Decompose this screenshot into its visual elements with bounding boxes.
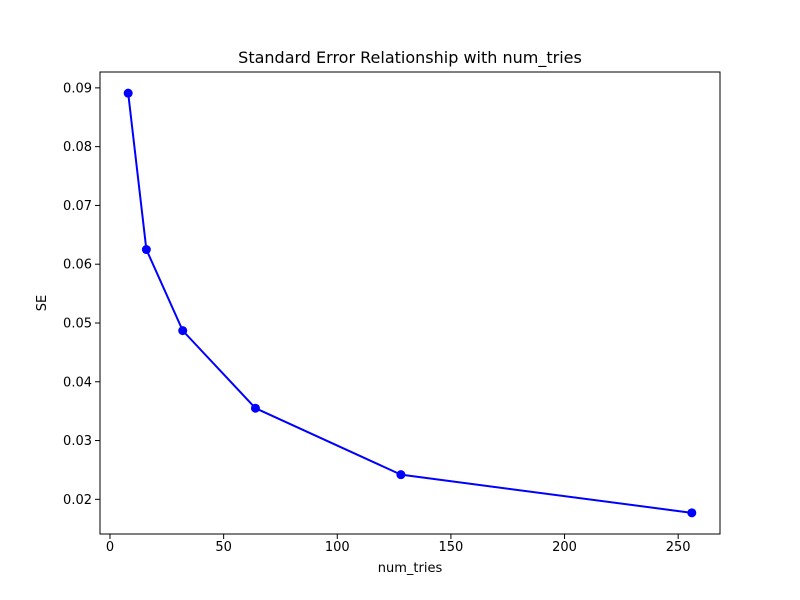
data-point [123, 88, 133, 98]
data-point [178, 326, 188, 336]
y-tick-label: 0.06 [63, 258, 92, 273]
y-axis-label: SE [35, 295, 50, 311]
data-point [687, 508, 697, 518]
x-tick-label: 0 [106, 540, 114, 555]
axes-spines [99, 71, 721, 535]
data-point [141, 245, 151, 255]
y-tick-label: 0.08 [63, 140, 92, 155]
y-tick-label: 0.02 [63, 493, 92, 508]
y-tick-label: 0.05 [63, 316, 92, 331]
y-tick-label: 0.07 [63, 199, 92, 214]
y-tick-label: 0.04 [63, 375, 92, 390]
plot-area: 0 50 100 150 200 250 0.02 0.03 0.04 0.05 0.06 0.07 0… [63, 71, 721, 555]
data-point [250, 403, 260, 413]
x-tick-label: 250 [666, 540, 691, 555]
x-axis-label: num_tries [378, 561, 443, 576]
x-tick-label: 100 [325, 540, 350, 555]
data-point [396, 470, 406, 480]
y-tick-label: 0.09 [63, 81, 92, 96]
y-tick-label: 0.03 [63, 434, 92, 449]
x-tick-label: 50 [215, 540, 232, 555]
x-tick-label: 200 [552, 540, 577, 555]
chart-title: Standard Error Relationship with num_tri… [238, 48, 582, 68]
series-line [127, 93, 692, 514]
x-tick-label: 150 [438, 540, 463, 555]
